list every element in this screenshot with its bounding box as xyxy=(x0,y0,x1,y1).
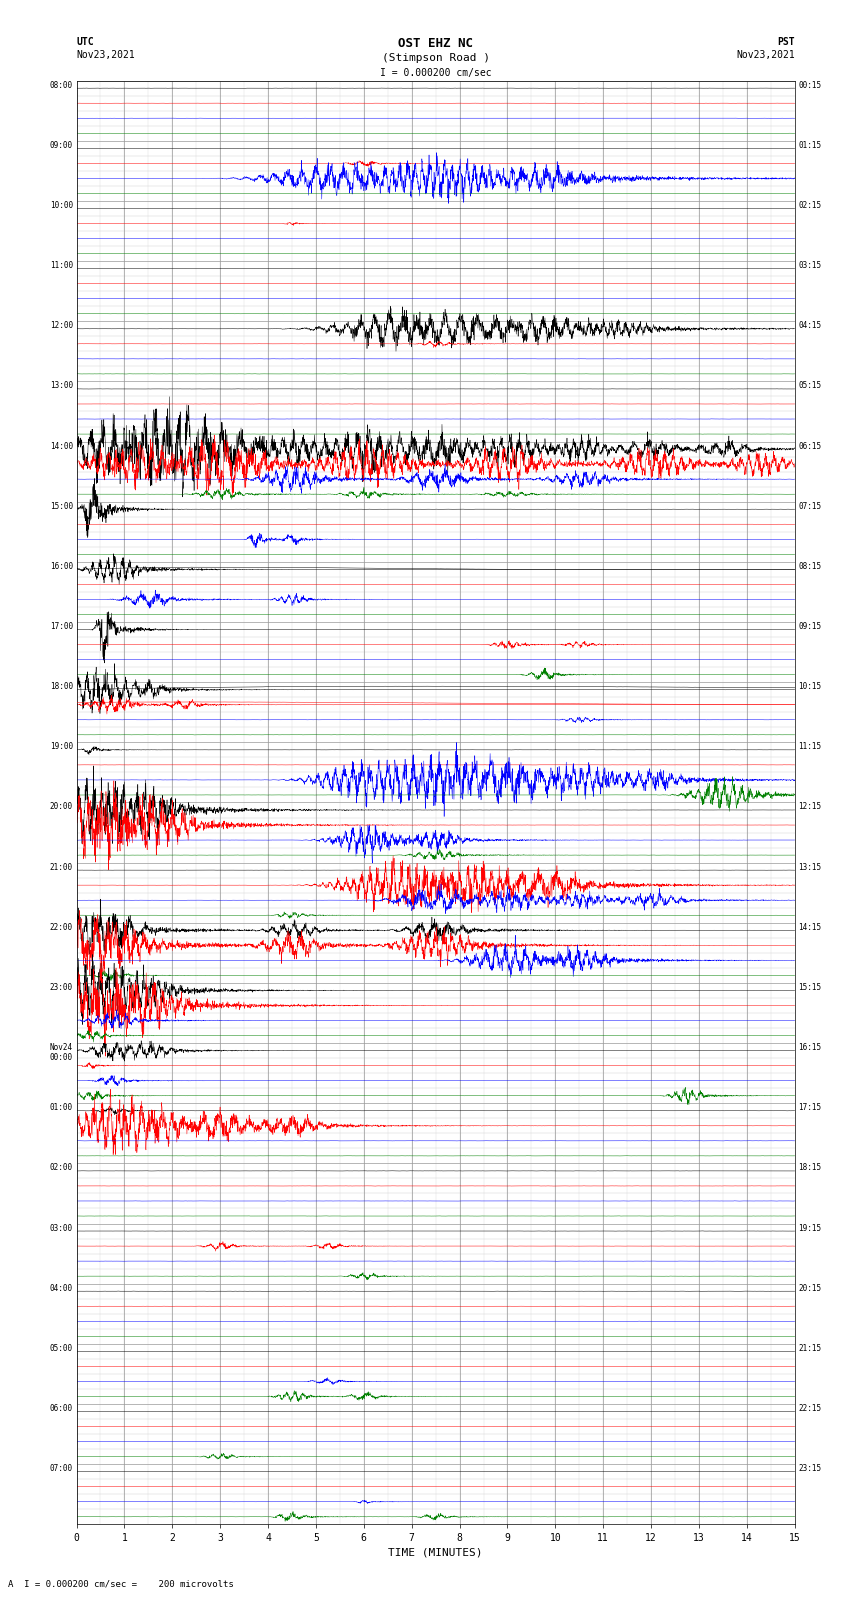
Text: 22:00: 22:00 xyxy=(50,923,73,932)
Text: 13:00: 13:00 xyxy=(50,381,73,390)
Text: 15:15: 15:15 xyxy=(798,982,821,992)
Text: 15:00: 15:00 xyxy=(50,502,73,511)
Text: 01:15: 01:15 xyxy=(798,140,821,150)
Text: 20:15: 20:15 xyxy=(798,1284,821,1292)
Text: 14:00: 14:00 xyxy=(50,442,73,450)
Text: 21:15: 21:15 xyxy=(798,1344,821,1353)
Text: Nov24
00:00: Nov24 00:00 xyxy=(50,1044,73,1063)
Text: 12:15: 12:15 xyxy=(798,803,821,811)
Text: 19:00: 19:00 xyxy=(50,742,73,752)
Text: 09:00: 09:00 xyxy=(50,140,73,150)
Text: 05:15: 05:15 xyxy=(798,381,821,390)
Text: 06:00: 06:00 xyxy=(50,1403,73,1413)
X-axis label: TIME (MINUTES): TIME (MINUTES) xyxy=(388,1547,483,1558)
Text: 06:15: 06:15 xyxy=(798,442,821,450)
Text: 04:15: 04:15 xyxy=(798,321,821,331)
Text: 14:15: 14:15 xyxy=(798,923,821,932)
Text: 19:15: 19:15 xyxy=(798,1224,821,1232)
Text: UTC: UTC xyxy=(76,37,94,47)
Text: A  I = 0.000200 cm/sec =    200 microvolts: A I = 0.000200 cm/sec = 200 microvolts xyxy=(8,1579,235,1589)
Text: 01:00: 01:00 xyxy=(50,1103,73,1113)
Text: 23:15: 23:15 xyxy=(798,1465,821,1473)
Text: 04:00: 04:00 xyxy=(50,1284,73,1292)
Text: (Stimpson Road ): (Stimpson Road ) xyxy=(382,53,490,63)
Text: 11:00: 11:00 xyxy=(50,261,73,269)
Text: 21:00: 21:00 xyxy=(50,863,73,871)
Text: 02:15: 02:15 xyxy=(798,202,821,210)
Text: PST: PST xyxy=(777,37,795,47)
Text: Nov23,2021: Nov23,2021 xyxy=(736,50,795,60)
Text: 18:00: 18:00 xyxy=(50,682,73,690)
Text: 11:15: 11:15 xyxy=(798,742,821,752)
Text: 18:15: 18:15 xyxy=(798,1163,821,1173)
Text: OST EHZ NC: OST EHZ NC xyxy=(398,37,473,50)
Text: 12:00: 12:00 xyxy=(50,321,73,331)
Text: 17:00: 17:00 xyxy=(50,623,73,631)
Text: 07:00: 07:00 xyxy=(50,1465,73,1473)
Text: 16:00: 16:00 xyxy=(50,561,73,571)
Text: 17:15: 17:15 xyxy=(798,1103,821,1113)
Text: 08:15: 08:15 xyxy=(798,561,821,571)
Text: I = 0.000200 cm/sec: I = 0.000200 cm/sec xyxy=(380,68,491,77)
Text: 05:00: 05:00 xyxy=(50,1344,73,1353)
Text: 09:15: 09:15 xyxy=(798,623,821,631)
Text: 03:00: 03:00 xyxy=(50,1224,73,1232)
Text: 23:00: 23:00 xyxy=(50,982,73,992)
Text: Nov23,2021: Nov23,2021 xyxy=(76,50,135,60)
Text: 20:00: 20:00 xyxy=(50,803,73,811)
Text: 07:15: 07:15 xyxy=(798,502,821,511)
Text: 10:15: 10:15 xyxy=(798,682,821,690)
Text: 08:00: 08:00 xyxy=(50,81,73,90)
Text: 13:15: 13:15 xyxy=(798,863,821,871)
Text: 03:15: 03:15 xyxy=(798,261,821,269)
Text: 10:00: 10:00 xyxy=(50,202,73,210)
Text: 00:15: 00:15 xyxy=(798,81,821,90)
Text: 02:00: 02:00 xyxy=(50,1163,73,1173)
Text: 22:15: 22:15 xyxy=(798,1403,821,1413)
Text: 16:15: 16:15 xyxy=(798,1044,821,1052)
